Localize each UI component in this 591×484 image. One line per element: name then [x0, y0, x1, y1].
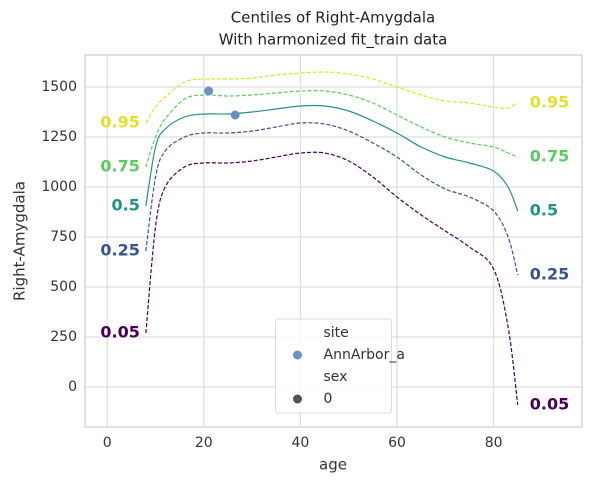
centile-line — [145, 71, 519, 124]
legend-title: sex — [324, 369, 348, 385]
centile-line — [145, 90, 518, 168]
chart-subtitle: With harmonized fit_train data — [219, 31, 448, 50]
y-tick-label: 250 — [50, 329, 77, 345]
legend-box — [275, 318, 392, 414]
x-tick-label: 80 — [485, 435, 503, 451]
y-tick-label: 1500 — [41, 79, 77, 95]
centile-label: 0.05 — [100, 323, 139, 342]
centile-label: 0.75 — [100, 157, 139, 176]
centile-label: 0.25 — [100, 241, 139, 260]
legend-marker — [293, 350, 302, 360]
y-tick-label: 1250 — [41, 129, 77, 145]
centile-label: 0.95 — [100, 113, 139, 132]
legend-label: AnnArbor_a — [324, 347, 405, 363]
centile-line — [145, 122, 519, 276]
y-axis-label: Right-Amygdala — [11, 181, 29, 301]
x-tick-label: 40 — [292, 435, 310, 451]
centile-label: 0.5 — [530, 201, 558, 220]
centile-line — [145, 104, 519, 212]
centile-label: 0.95 — [530, 93, 569, 112]
y-tick-label: 500 — [50, 279, 77, 295]
x-tick-label: 20 — [195, 435, 213, 451]
x-tick-label: 0 — [103, 435, 112, 451]
legend-marker — [293, 394, 302, 404]
centile-label: 0.5 — [112, 196, 140, 215]
centile-line — [145, 151, 519, 406]
x-tick-label: 60 — [388, 435, 406, 451]
centile-label: 0.25 — [530, 265, 569, 284]
x-axis-label: age — [319, 456, 347, 474]
legend-label: 0 — [324, 391, 333, 407]
centile-label: 0.05 — [530, 395, 569, 414]
y-tick-label: 0 — [68, 379, 77, 395]
centile-label: 0.75 — [530, 147, 569, 166]
data-point — [204, 86, 214, 96]
y-tick-label: 750 — [50, 229, 77, 245]
data-point — [230, 110, 240, 120]
y-tick-label: 1000 — [41, 179, 77, 195]
legend-title: site — [324, 325, 349, 341]
chart-title: Centiles of Right-Amygdala — [231, 9, 435, 27]
